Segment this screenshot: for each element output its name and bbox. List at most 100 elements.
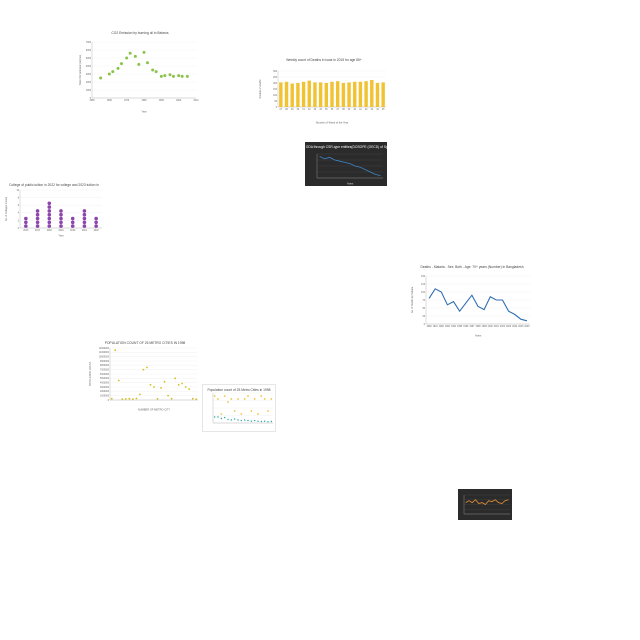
- x-tick-label: 1970: [124, 100, 130, 102]
- y-tick-label: 5000: [86, 58, 92, 60]
- data-point: [137, 62, 141, 66]
- y-tick-label: 2000: [86, 82, 92, 84]
- x-tick-label: 2019: [58, 230, 64, 232]
- chart-title: Weekly count of Deaths in Iowa in 2015 f…: [286, 58, 362, 62]
- data-point: [59, 220, 63, 225]
- data-point: [82, 209, 87, 213]
- y-tick-label: 6: [18, 205, 20, 207]
- x-axis-label: Year: [58, 234, 63, 238]
- data-point: [142, 368, 145, 371]
- data-point: [59, 216, 63, 221]
- data-point: [59, 209, 63, 213]
- data-point: [47, 224, 52, 228]
- data-point: [159, 74, 163, 78]
- data-point: [184, 386, 187, 388]
- y-tick-label: 100: [273, 95, 278, 97]
- bar: [296, 83, 300, 107]
- chart-title: Net ODA through CSR-type entities(DOSOPE…: [305, 145, 387, 149]
- data-point-series-2: [243, 419, 246, 421]
- x-tick-label: 1990: [426, 326, 432, 328]
- y-tick-label: 150: [421, 276, 426, 278]
- data-point: [170, 397, 173, 400]
- x-tick-label: 1992: [439, 326, 445, 328]
- data-point: [94, 220, 98, 225]
- data-point-series-2: [223, 416, 226, 419]
- x-tick-label: 2004: [512, 326, 518, 328]
- data-point: [131, 398, 134, 401]
- series-line: [428, 288, 528, 322]
- data-point: [47, 212, 52, 217]
- data-point: [160, 386, 162, 389]
- x-tick-label: 35: [325, 109, 328, 111]
- data-point: [35, 220, 40, 225]
- x-tick-label: 2000: [488, 326, 494, 328]
- y-tick-label: 5000000: [100, 378, 110, 380]
- data-point: [133, 54, 137, 58]
- bar: [375, 83, 380, 107]
- data-point-series-2: [227, 418, 229, 421]
- data-point: [125, 56, 129, 60]
- y-tick-label: 50: [274, 101, 277, 103]
- x-tick-label: 1991: [433, 326, 439, 328]
- bar: [381, 82, 385, 107]
- data-point: [70, 224, 75, 228]
- y-tick-label: 0: [276, 107, 278, 109]
- x-axis-label: Year: [141, 110, 146, 114]
- chart-malaria-bangladesh-svg: Deaths - Malaria - Sex: Both - Age: 70+ …: [411, 265, 530, 338]
- bar: [307, 80, 311, 107]
- chart-dark-line-svg: [463, 494, 510, 515]
- data-point: [168, 73, 172, 77]
- bar: [290, 83, 294, 107]
- data-point: [59, 212, 63, 217]
- data-point-series-2: [253, 419, 256, 422]
- x-tick-label: 30: [297, 109, 300, 111]
- x-tick-label: 45: [382, 109, 385, 111]
- x-tick-label: 2022: [94, 230, 100, 232]
- y-axis-label: POPULATION COUNT: [89, 361, 92, 386]
- x-tick-label: 2000: [176, 100, 182, 102]
- data-point: [230, 398, 233, 400]
- data-point: [151, 68, 155, 72]
- y-tick-label: 100: [421, 292, 426, 294]
- y-tick-label: 75: [422, 300, 425, 302]
- x-tick-label: 1995: [457, 326, 463, 328]
- chart-iowa-deaths: Weekly count of Deaths in Iowa in 2015 f…: [258, 55, 390, 125]
- chart-population-metro: POPULATION COUNT OF 25 METRO CITIES IN 1…: [88, 338, 202, 412]
- x-tick-label: 1998: [475, 326, 481, 328]
- chart-oda-spain: Net ODA through CSR-type entities(DOSOPE…: [305, 142, 387, 186]
- data-point: [185, 74, 189, 78]
- x-tick-label: 28: [285, 109, 288, 111]
- x-axis-label: Number of Week of the Year: [316, 121, 349, 125]
- chart-colleges-svg: College of public tuition in 2022 for co…: [5, 183, 102, 238]
- data-point: [180, 74, 184, 78]
- x-tick-label: 32: [308, 109, 311, 111]
- data-point: [213, 395, 216, 397]
- data-point: [47, 220, 52, 225]
- x-tick-label: 1990: [159, 100, 165, 102]
- chart-oda-spain-svg: Net ODA through CSR-type entities(DOSOPE…: [305, 145, 387, 186]
- chart-title: POPULATION COUNT OF 25 METRO CITIES IN 1…: [105, 341, 186, 345]
- x-tick-label: 1994: [451, 326, 457, 328]
- x-tick-label: 2010: [193, 100, 199, 102]
- y-axis-label: No. of Deaths by Malaria: [411, 286, 414, 313]
- y-tick-label: 50: [422, 308, 425, 310]
- data-point-series-2: [233, 418, 236, 420]
- x-tick-label: 2021: [82, 230, 88, 232]
- y-tick-label: 6000: [86, 50, 92, 52]
- data-point-series-2: [263, 420, 266, 422]
- data-point: [110, 397, 113, 400]
- data-point: [237, 398, 239, 400]
- x-axis-label: NUMBER OF METRO CITY: [138, 408, 171, 412]
- data-point: [220, 413, 223, 415]
- data-point: [35, 224, 40, 228]
- data-point: [47, 205, 52, 209]
- x-tick-label: 2001: [494, 326, 500, 328]
- data-point-series-2: [267, 421, 269, 423]
- chart-dark-line: [458, 489, 512, 520]
- data-point: [156, 398, 159, 400]
- data-point-series-2: [237, 419, 239, 421]
- data-point: [145, 61, 149, 65]
- data-point: [116, 66, 120, 70]
- y-tick-label: 4: [18, 213, 20, 215]
- y-tick-label: 4000000: [100, 383, 110, 385]
